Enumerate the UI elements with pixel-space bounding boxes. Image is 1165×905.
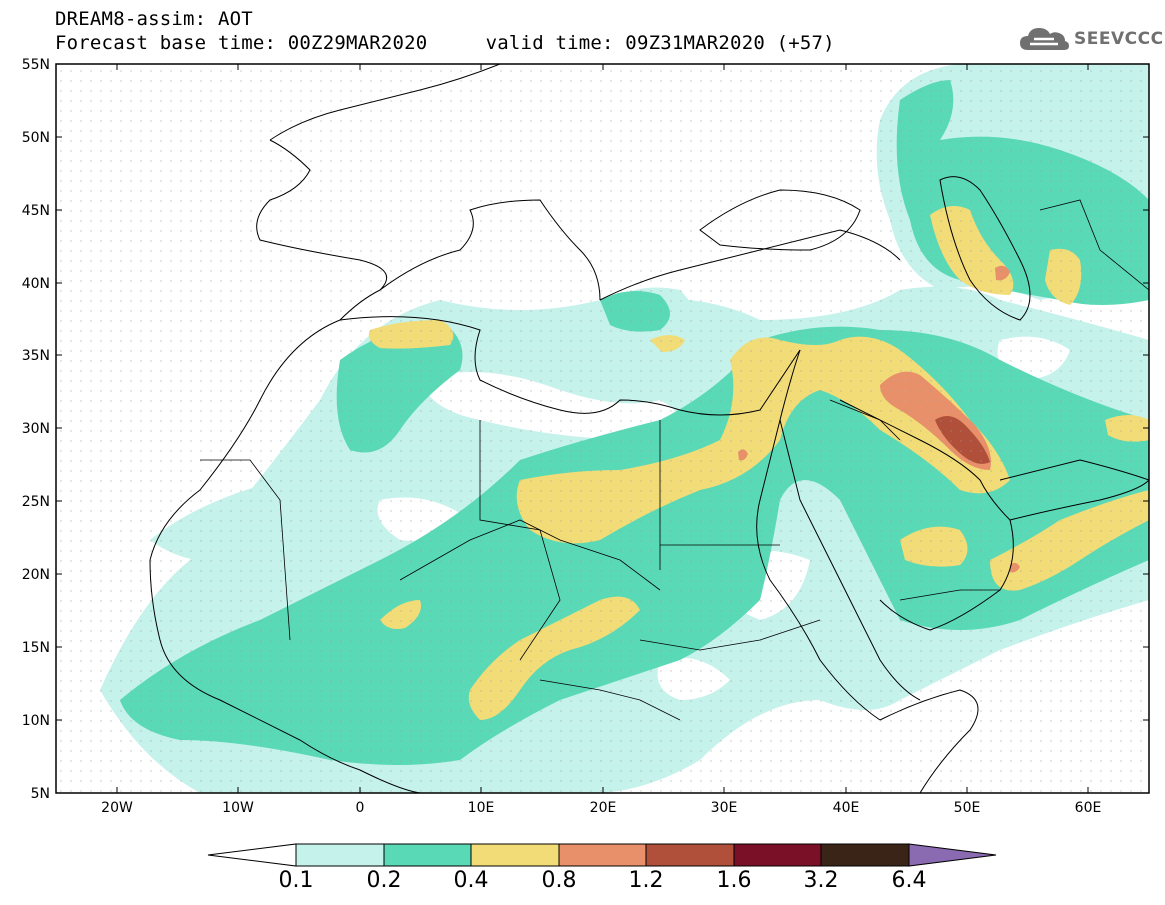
lat-label: 20N [22, 567, 50, 583]
colorbar-label: 6.4 [891, 868, 927, 893]
lat-label: 25N [22, 494, 50, 510]
lon-label: 20W [101, 800, 133, 816]
lon-label: 50E [954, 800, 981, 816]
colorbar-label: 3.2 [803, 868, 839, 893]
lat-label: 45N [22, 203, 50, 219]
axis-ticks [56, 63, 1149, 794]
colorbar-label: 0.1 [278, 868, 314, 893]
lat-label: 40N [22, 276, 50, 292]
lon-label: 10W [222, 800, 254, 816]
lat-label: 30N [22, 421, 50, 437]
lon-label: 40E [833, 800, 860, 816]
colorbar-label: 1.6 [716, 868, 752, 893]
colorbar-label: 0.8 [541, 868, 577, 893]
lat-label: 50N [22, 130, 50, 146]
longitude-labels: 20W 10W 0 10E 20E 30E 40E 50E 60E [101, 800, 1101, 816]
colorbar-label: 0.2 [366, 868, 402, 893]
map-title: DREAM8-assim: AOT [55, 8, 253, 30]
coastlines [149, 64, 1149, 793]
lat-label: 35N [22, 348, 50, 364]
colorbar-label: 1.2 [628, 868, 664, 893]
lon-label: 60E [1075, 800, 1102, 816]
forecast-time-info: Forecast base time: 00Z29MAR2020 valid t… [55, 32, 835, 54]
latitude-labels: 55N 50N 45N 40N 35N 30N 25N 20N 15N 10N … [22, 57, 50, 802]
lon-label: 30E [711, 800, 738, 816]
aot-contours [56, 64, 1149, 793]
lat-label: 15N [22, 640, 50, 656]
logo-text: SEEVCCC [1074, 29, 1164, 49]
lon-label: 0 [356, 800, 365, 816]
lon-label: 10E [468, 800, 495, 816]
colorbar-label: 0.4 [453, 868, 489, 893]
lat-label: 5N [31, 786, 50, 802]
lon-label: 20E [590, 800, 617, 816]
cloud-icon [1020, 28, 1069, 50]
lat-label: 10N [22, 713, 50, 729]
seevccc-logo: SEEVCCC [1018, 24, 1164, 54]
lat-label: 55N [22, 57, 50, 73]
